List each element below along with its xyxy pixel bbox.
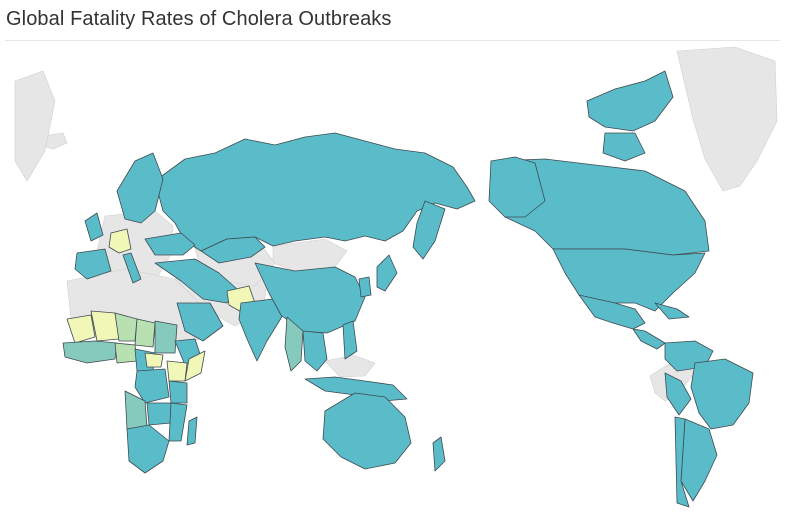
region-iberia[interactable] bbox=[74, 248, 112, 280]
region-kenya[interactable] bbox=[166, 360, 188, 382]
region-argentina[interactable] bbox=[680, 418, 718, 502]
region-sudan[interactable] bbox=[154, 320, 178, 354]
region-drc[interactable] bbox=[134, 368, 170, 404]
choropleth-map[interactable] bbox=[5, 41, 780, 511]
region-korea[interactable] bbox=[358, 276, 372, 298]
map-container[interactable] bbox=[5, 40, 780, 511]
region-europe-edge[interactable] bbox=[14, 70, 56, 182]
region-vietnam[interactable] bbox=[302, 330, 328, 372]
region-chad[interactable] bbox=[134, 318, 156, 348]
region-arctic-islands[interactable] bbox=[586, 70, 674, 132]
region-australia[interactable] bbox=[322, 392, 412, 470]
region-uk[interactable] bbox=[84, 212, 104, 242]
region-tanzania[interactable] bbox=[168, 380, 188, 404]
region-mozambique[interactable] bbox=[168, 402, 188, 442]
region-alaska[interactable] bbox=[488, 156, 546, 218]
region-myanmar[interactable] bbox=[284, 316, 304, 372]
region-zambia[interactable] bbox=[146, 402, 172, 426]
region-eastern-europe[interactable] bbox=[144, 232, 196, 256]
region-mexico[interactable] bbox=[578, 294, 646, 330]
region-russia-east[interactable] bbox=[412, 200, 446, 260]
region-southeast-asia-islands[interactable] bbox=[324, 354, 376, 378]
region-india[interactable] bbox=[238, 298, 284, 362]
region-central-america[interactable] bbox=[632, 328, 666, 350]
region-kazakhstan[interactable] bbox=[200, 236, 266, 264]
region-arctic-islands-2[interactable] bbox=[602, 132, 646, 162]
region-caribbean[interactable] bbox=[654, 302, 690, 320]
region-usa[interactable] bbox=[552, 248, 706, 312]
region-italy[interactable] bbox=[122, 252, 142, 284]
region-scandinavia[interactable] bbox=[116, 152, 164, 224]
region-west-coast-africa[interactable] bbox=[62, 340, 118, 364]
region-central-african-rep[interactable] bbox=[144, 352, 164, 368]
region-mauritania[interactable] bbox=[66, 314, 96, 344]
region-peru[interactable] bbox=[664, 372, 692, 416]
region-arabia[interactable] bbox=[176, 302, 224, 342]
map-title: Global Fatality Rates of Cholera Outbrea… bbox=[6, 8, 392, 30]
region-china[interactable] bbox=[254, 262, 366, 334]
data-regions bbox=[62, 70, 754, 508]
region-japan[interactable] bbox=[376, 254, 398, 292]
region-new-zealand[interactable] bbox=[432, 436, 446, 472]
region-indonesia[interactable] bbox=[304, 376, 408, 402]
region-chile[interactable] bbox=[674, 416, 690, 508]
region-nigeria[interactable] bbox=[114, 342, 138, 364]
region-germany[interactable] bbox=[108, 228, 132, 254]
region-brazil[interactable] bbox=[690, 358, 754, 430]
region-southern-africa[interactable] bbox=[126, 424, 170, 474]
region-madagascar[interactable] bbox=[186, 416, 198, 446]
region-somalia[interactable] bbox=[184, 350, 206, 382]
region-philippines[interactable] bbox=[342, 320, 358, 360]
region-greenland[interactable] bbox=[676, 46, 778, 192]
